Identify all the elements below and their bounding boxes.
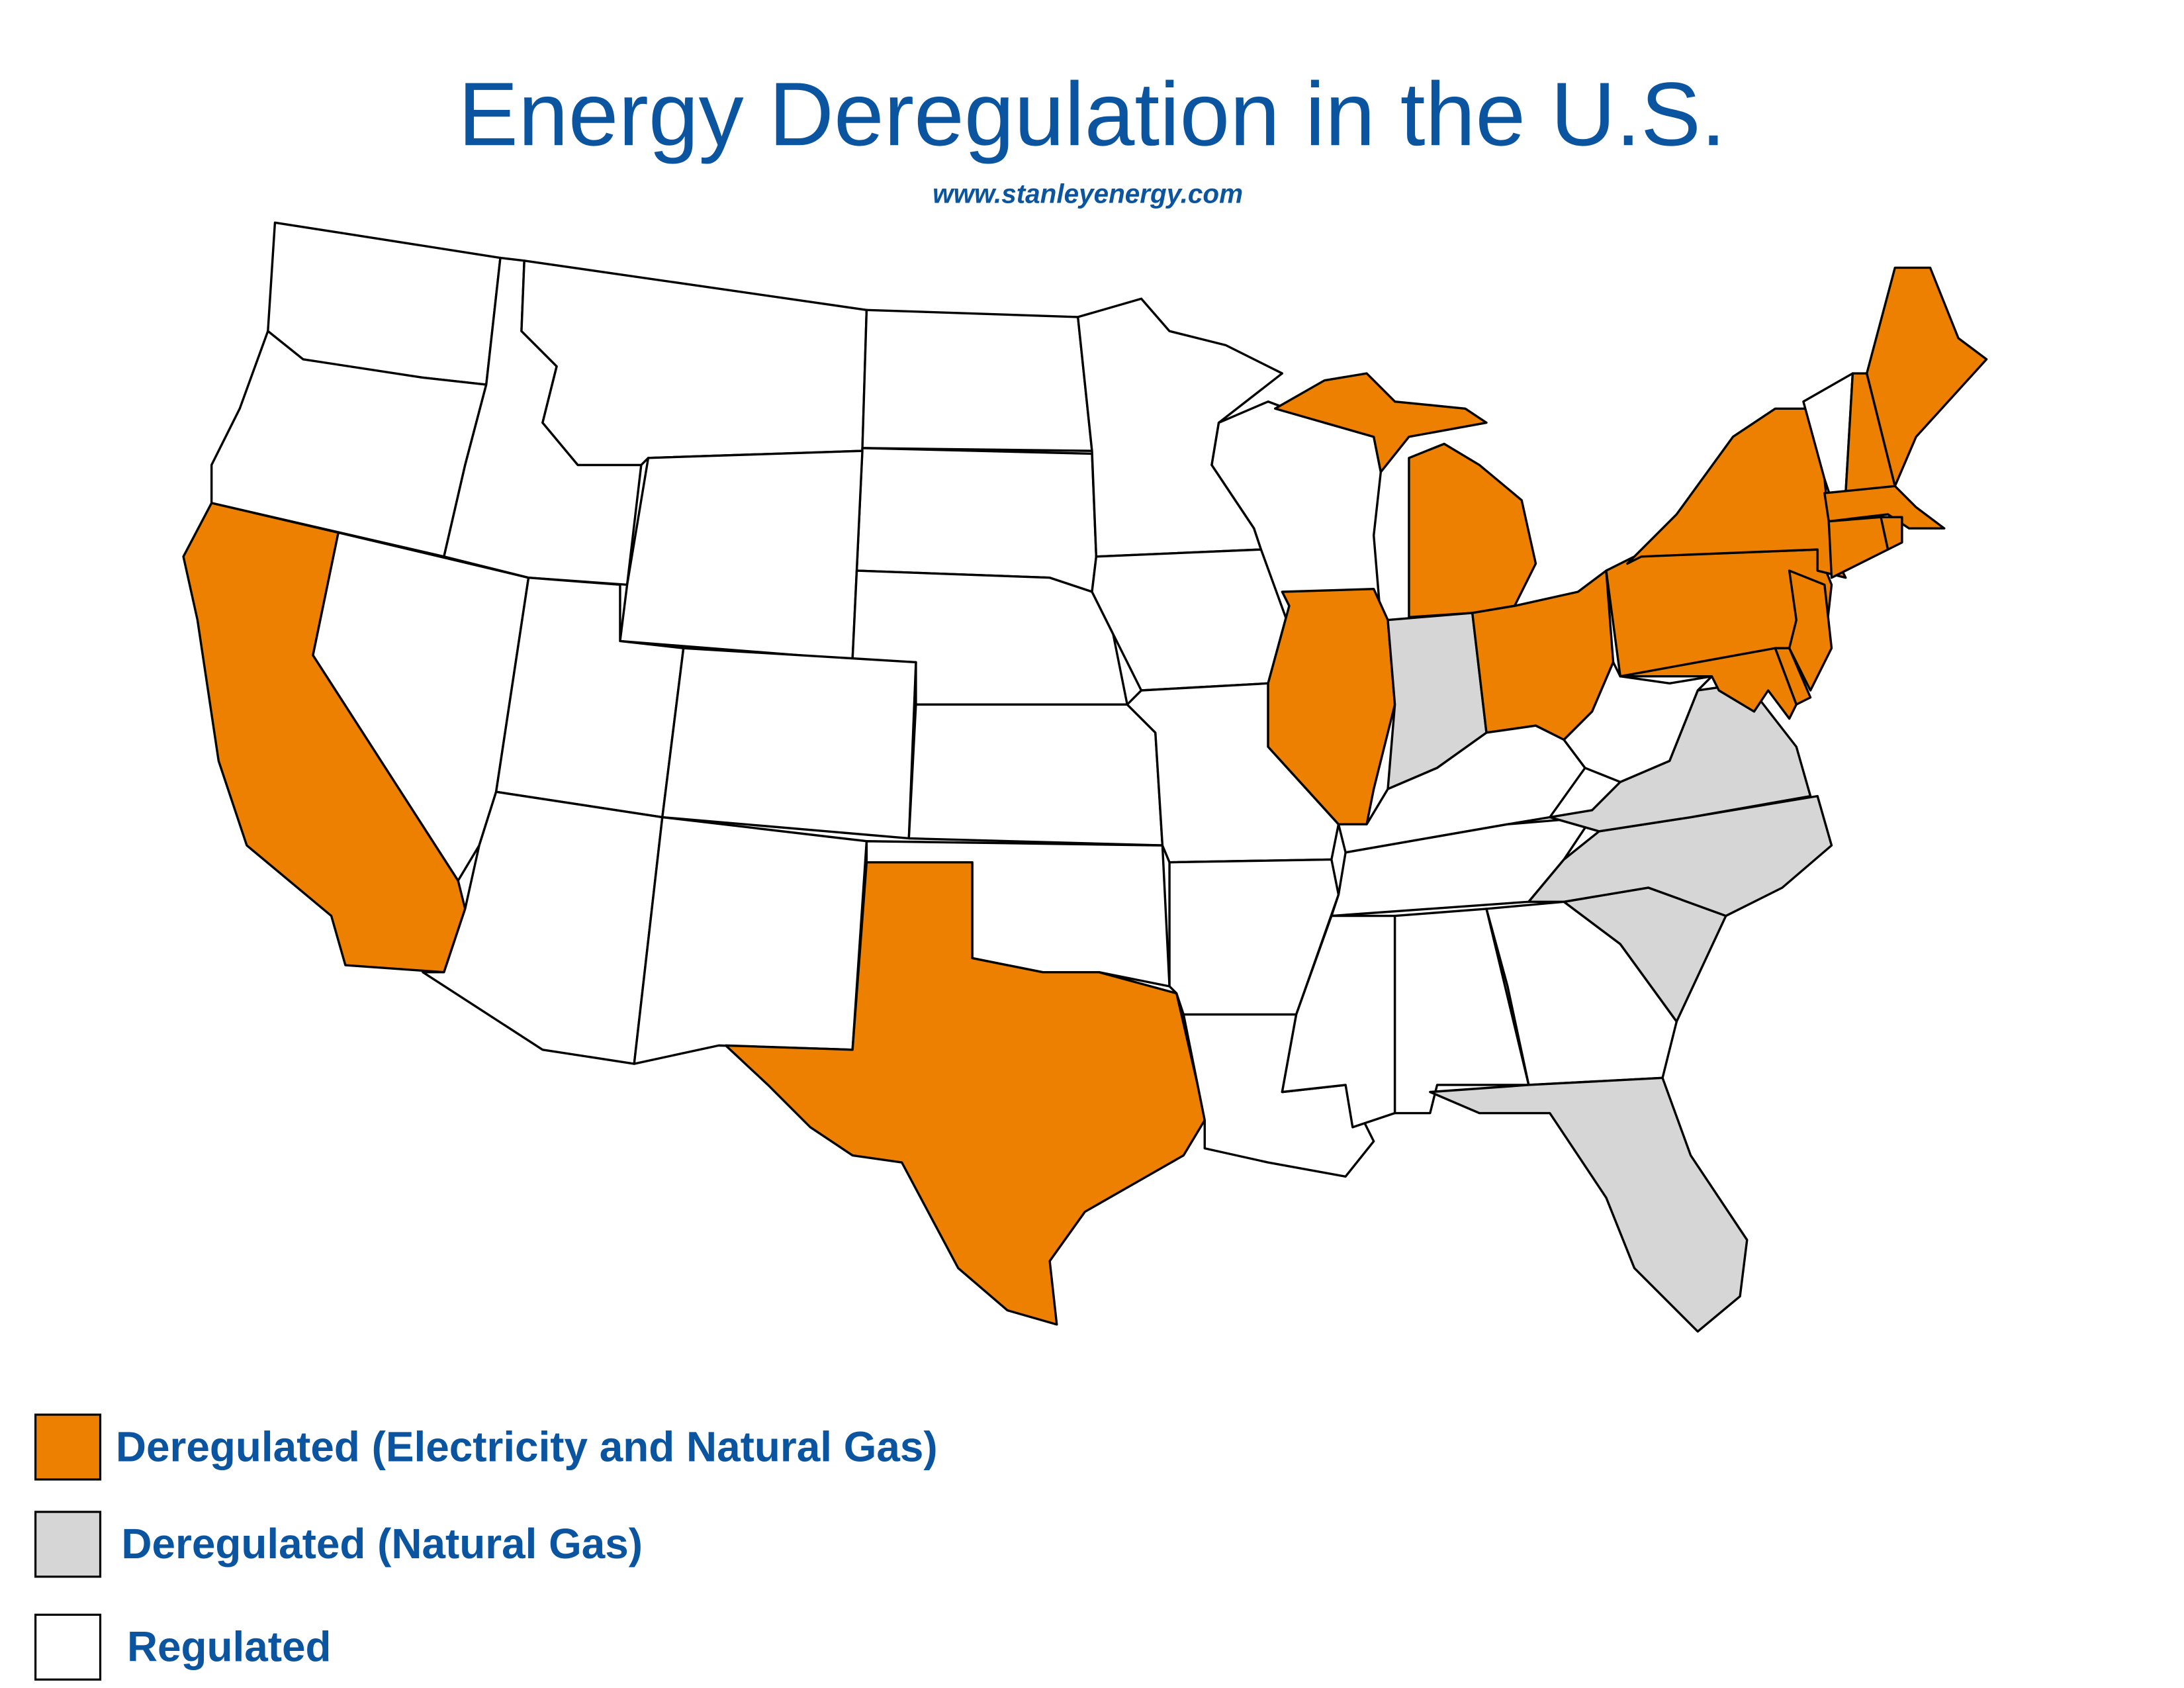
legend-swatch <box>34 1413 102 1481</box>
state <box>1865 266 1988 488</box>
title: Energy Deregulation in the U.S. <box>458 64 1726 164</box>
state <box>520 259 868 467</box>
state <box>855 447 1098 593</box>
state <box>1527 794 1833 917</box>
state <box>1788 569 1833 692</box>
state <box>633 816 868 1065</box>
state <box>1429 1076 1749 1333</box>
state <box>1880 516 1903 551</box>
legend-label: Deregulated (Electricity and Natural Gas… <box>116 1423 938 1470</box>
legend-swatch <box>34 1511 102 1578</box>
state <box>1281 914 1396 1129</box>
state <box>861 308 1093 452</box>
state <box>907 703 1164 847</box>
legend-label: Deregulated (Natural Gas) <box>121 1520 643 1568</box>
legend: Deregulated (Electricity and Natural Gas… <box>34 1413 938 1681</box>
state <box>1408 442 1537 619</box>
subtitle: www.stanleyenergy.com <box>933 179 1243 209</box>
legend-swatch <box>34 1613 102 1681</box>
state <box>1274 372 1488 473</box>
state <box>1091 548 1291 692</box>
state <box>1337 724 1586 854</box>
us-map <box>182 221 1988 1333</box>
state <box>1774 647 1812 706</box>
legend-label: Regulated <box>127 1623 332 1671</box>
state <box>1563 661 1713 784</box>
state <box>619 449 864 661</box>
state <box>1827 516 1889 579</box>
state <box>724 861 1206 1326</box>
state <box>661 647 917 840</box>
